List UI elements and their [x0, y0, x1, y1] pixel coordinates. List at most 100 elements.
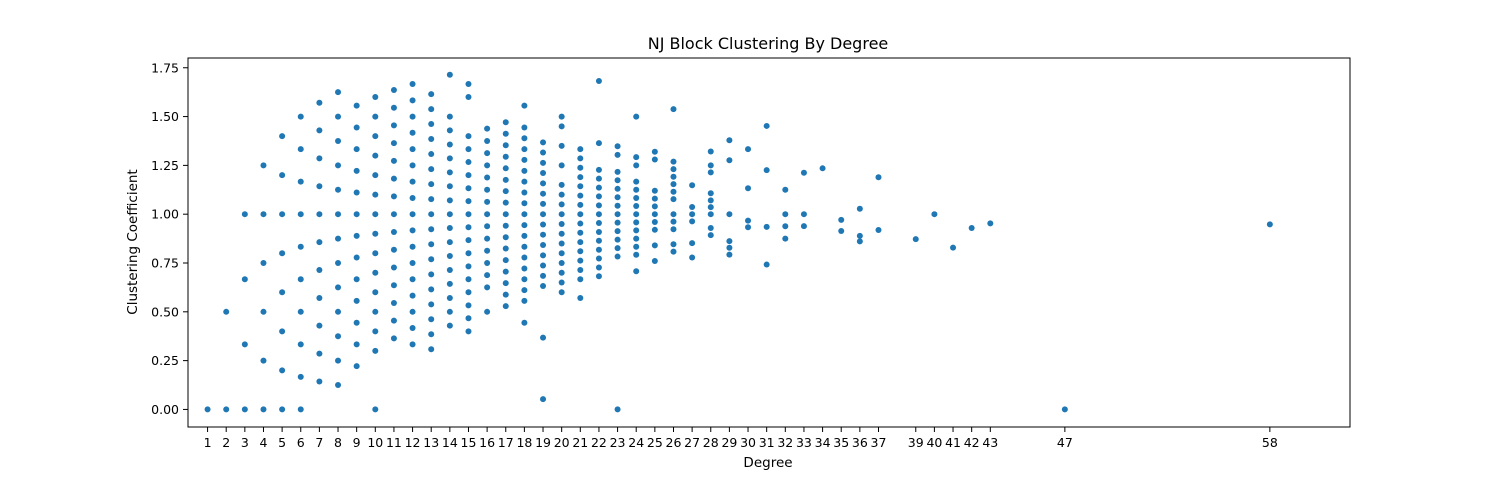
data-point: [372, 289, 379, 296]
data-point: [409, 260, 416, 266]
data-point: [428, 106, 435, 113]
data-point: [484, 125, 491, 132]
data-point: [297, 276, 304, 283]
data-point: [595, 211, 602, 218]
data-point: [856, 205, 863, 212]
data-point: [1061, 406, 1068, 413]
data-point: [633, 243, 640, 250]
data-point: [540, 262, 547, 269]
data-point: [446, 308, 453, 315]
data-point: [558, 250, 565, 257]
data-point: [689, 203, 696, 210]
data-point: [223, 308, 230, 315]
data-point: [390, 104, 397, 111]
data-point: [521, 189, 528, 196]
data-point: [446, 169, 453, 176]
data-point: [372, 406, 379, 413]
x-tick-label: 7: [315, 435, 323, 450]
data-point: [260, 260, 267, 266]
data-point: [484, 260, 491, 266]
data-point: [465, 80, 472, 87]
data-point: [372, 230, 379, 237]
data-point: [707, 232, 714, 239]
x-tick-label: 11: [386, 435, 402, 450]
data-point: [763, 261, 770, 268]
data-point: [465, 133, 472, 140]
x-tick-label: 42: [964, 435, 980, 450]
data-point: [446, 267, 453, 274]
data-point: [651, 211, 658, 218]
data-point: [353, 211, 360, 218]
data-point: [521, 319, 528, 326]
data-point: [670, 211, 677, 218]
x-tick-label: 34: [815, 435, 831, 450]
data-point: [446, 113, 453, 120]
data-point: [316, 155, 323, 162]
data-point: [372, 152, 379, 159]
data-point: [614, 143, 621, 150]
data-point: [707, 204, 714, 211]
y-tick-label: 1.50: [151, 109, 179, 124]
data-point: [241, 406, 248, 413]
data-point: [614, 151, 621, 158]
data-point: [595, 193, 602, 200]
data-point: [428, 301, 435, 308]
data-point: [484, 211, 491, 218]
data-point: [595, 175, 602, 182]
data-point: [260, 308, 267, 315]
data-point: [558, 240, 565, 247]
data-point: [409, 308, 416, 315]
data-point: [446, 322, 453, 329]
data-point: [558, 123, 565, 130]
data-point: [633, 194, 640, 201]
x-tick-label: 25: [647, 435, 663, 450]
data-point: [484, 137, 491, 144]
data-point: [484, 150, 491, 157]
data-point: [651, 226, 658, 233]
data-point: [260, 357, 267, 364]
data-point: [633, 162, 640, 169]
data-point: [595, 228, 602, 235]
data-point: [577, 257, 584, 264]
data-point: [446, 141, 453, 148]
data-point: [335, 186, 342, 193]
data-point: [595, 273, 602, 280]
data-point: [502, 303, 509, 310]
x-tick-label: 27: [684, 435, 700, 450]
data-point: [614, 219, 621, 226]
data-point: [670, 188, 677, 195]
data-point: [856, 238, 863, 245]
data-point: [502, 153, 509, 160]
data-point: [651, 203, 658, 210]
y-axis-ticks: 0.00 0.25 0.50 0.75 1.00 1.25 1.50 1.75: [151, 60, 188, 417]
data-point: [484, 174, 491, 181]
x-tick-label: 29: [721, 435, 737, 450]
data-point: [502, 234, 509, 241]
x-tick-label: 28: [703, 435, 719, 450]
data-point: [409, 113, 416, 120]
data-point: [558, 279, 565, 286]
x-tick-label: 41: [945, 435, 961, 450]
data-point: [707, 197, 714, 204]
data-point: [335, 113, 342, 120]
data-point: [446, 239, 453, 246]
data-point: [353, 341, 360, 348]
data-point: [577, 174, 584, 181]
data-point: [633, 251, 640, 258]
data-point: [763, 167, 770, 174]
x-tick-label: 21: [572, 435, 588, 450]
data-point: [595, 78, 602, 85]
data-point: [465, 315, 472, 322]
data-point: [372, 269, 379, 276]
data-point: [540, 242, 547, 249]
data-point: [428, 271, 435, 278]
x-tick-label: 47: [1057, 435, 1073, 450]
data-point: [390, 335, 397, 342]
data-point: [745, 224, 752, 231]
data-point: [577, 229, 584, 236]
data-point: [316, 378, 323, 385]
data-point: [465, 94, 472, 101]
data-point: [838, 227, 845, 234]
data-point: [689, 218, 696, 225]
data-point: [707, 225, 714, 232]
